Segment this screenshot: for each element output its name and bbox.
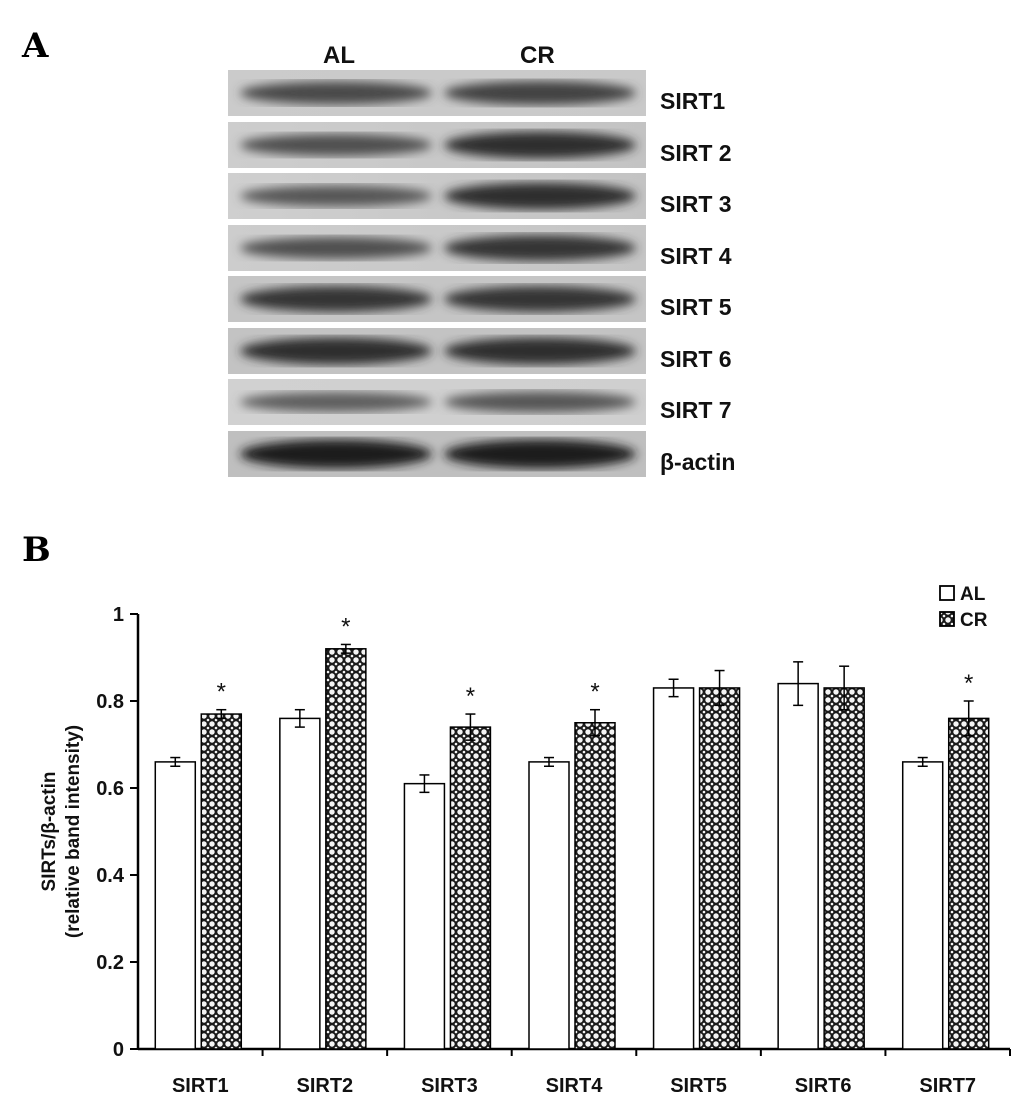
bar-cr [325, 648, 367, 1050]
x-tick-label: SIRT6 [795, 1075, 852, 1097]
band-label: SIRT 4 [660, 242, 732, 269]
band-label: SIRT 5 [660, 294, 732, 320]
band-label: SIRT 6 [660, 345, 732, 372]
band-cr [444, 286, 636, 312]
band-al [240, 133, 432, 156]
band-cr [444, 337, 636, 364]
blot-row [228, 224, 646, 271]
band-al [240, 337, 432, 364]
blot-row [228, 430, 646, 477]
band-al [240, 439, 432, 468]
blot-row [228, 121, 646, 168]
y-axis-label: SIRTs/β-actin [39, 772, 60, 892]
panel-a-label: A [22, 26, 49, 66]
bar-al [403, 782, 446, 1050]
bar-cr [449, 726, 492, 1050]
band-cr [444, 81, 636, 105]
band-label: SIRT1 [660, 88, 726, 114]
significance-star: * [964, 670, 973, 697]
western-blot: AL CR SIRT1 SIRT 2 SIRT 3 SIRT 4 SIRT 5 SIRT … [228, 40, 768, 490]
blot-row [228, 276, 646, 322]
band-al [240, 286, 432, 312]
y-tick-label: 1 [113, 604, 124, 626]
bar-cr [200, 713, 243, 1050]
legend-label: CR [960, 610, 988, 631]
band-label: β-actin [660, 448, 736, 475]
blot-row [228, 173, 646, 219]
band-cr [444, 131, 636, 158]
x-tick-label: SIRT7 [919, 1075, 976, 1097]
y-tick-label: 0.2 [96, 952, 124, 974]
blot-row [228, 327, 646, 374]
lane-label-cr: CR [520, 42, 555, 69]
bar-al [528, 761, 570, 1050]
bar-al [279, 717, 321, 1050]
panel-b-label: B [22, 530, 51, 570]
band-al [240, 392, 432, 412]
bar-al [154, 761, 197, 1050]
band-label: SIRT 2 [660, 139, 732, 166]
y-tick-label: 0 [113, 1039, 124, 1061]
y-axis-label-sub: (relative band intensity) [63, 725, 84, 938]
x-tick-label: SIRT5 [670, 1075, 727, 1097]
bar-cr [823, 687, 865, 1050]
bar-al [777, 682, 819, 1050]
band-al [240, 81, 432, 105]
blot-row [228, 70, 646, 116]
bar-al [901, 761, 944, 1050]
bar-cr [574, 722, 616, 1050]
band-cr [444, 182, 636, 210]
significance-star: * [590, 679, 599, 706]
band-cr [444, 391, 636, 413]
band-label: SIRT 3 [660, 191, 732, 217]
legend-swatch-cr [939, 611, 955, 627]
lane-label-al: AL [323, 42, 355, 69]
band-cr [444, 439, 636, 468]
x-tick-label: SIRT3 [421, 1075, 478, 1097]
legend-label: AL [960, 584, 986, 605]
blot-row [228, 379, 646, 425]
x-tick-label: SIRT1 [172, 1075, 229, 1097]
band-label: SIRT 7 [660, 397, 732, 423]
bar-chart: 0 0.2 0.4 0.6 0.8 1 SIRTs/β-actin (relative ban… [39, 584, 1011, 1097]
significance-star: * [466, 683, 475, 710]
band-al [240, 185, 432, 207]
y-tick-label: 0.8 [96, 691, 124, 713]
significance-star: * [341, 613, 350, 640]
legend-swatch-al [939, 585, 955, 601]
bar-al [652, 687, 695, 1050]
bar-cr [947, 717, 990, 1050]
x-tick-label: SIRT4 [546, 1075, 604, 1097]
x-tick-label: SIRT2 [297, 1075, 354, 1097]
y-tick-label: 0.6 [96, 778, 124, 800]
band-cr [444, 234, 636, 261]
band-al [240, 236, 432, 259]
significance-star: * [217, 679, 226, 706]
bar-cr [698, 687, 741, 1050]
y-tick-label: 0.4 [96, 865, 125, 887]
